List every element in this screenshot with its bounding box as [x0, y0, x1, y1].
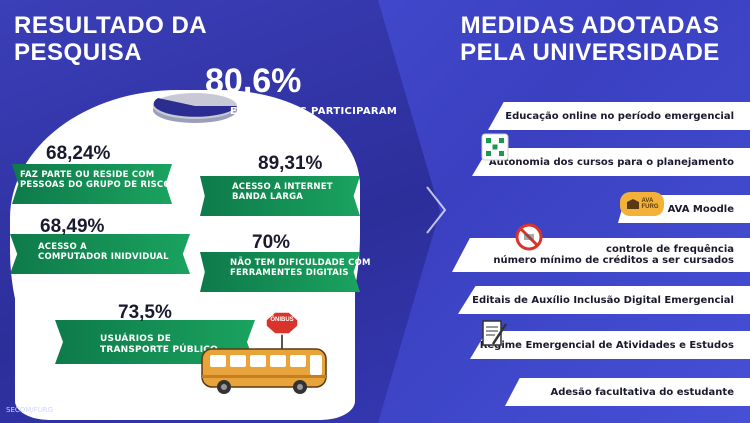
stat-label-line: PESSOAS DO GRUPO DE RISCO [20, 180, 171, 190]
stat-label-line: ACESSO A [38, 242, 87, 252]
ava-furg-logo: AVA FURG [620, 192, 664, 216]
stat-ribbon-risk-group [12, 164, 172, 204]
stat-label-computer: ACESSO A COMPUTADOR INIDVIDUAL [38, 242, 169, 262]
measure-label: Editais de Auxílio Inclusão Digital Emer… [472, 294, 734, 306]
measure-course-autonomy: Autonomia dos cursos para o planejamento [472, 148, 750, 176]
stat-label-line: USUÁRIOS DE [100, 334, 172, 344]
stat-label-line: TRANSPORTE PÚBLICO [100, 345, 218, 355]
stat-label-line: FAZ PARTE OU RESIDE COM [20, 170, 155, 180]
measure-label: AVA Moodle [667, 203, 734, 215]
stat-label-line: BANDA LARGA [232, 192, 304, 202]
bus-stop-sign-icon: ÔNIBUS [265, 311, 299, 357]
credit-text: SECOM/FURG [6, 406, 54, 414]
participation-percent: 80,6% [205, 62, 302, 100]
logo-text: FURG [641, 204, 659, 210]
prohibited-icon [515, 223, 543, 251]
ava-furg-logo-text: AVA FURG [642, 198, 659, 210]
stat-label-line: COMPUTADOR INIDVIDUAL [38, 252, 169, 262]
measure-label: Regime Emergencial de Atividades e Estud… [479, 339, 734, 351]
stat-label-broadband: ACESSO A INTERNET BANDA LARGA [232, 182, 333, 202]
chevron-right-icon [426, 186, 447, 234]
stat-percent-digital-tools: 70% [252, 232, 291, 253]
stat-label-public-transport: USUÁRIOS DE TRANSPORTE PÚBLICO [100, 334, 218, 356]
document-pen-icon [482, 320, 508, 346]
measure-label: Educação online no período emergencial [505, 110, 734, 122]
title-line-1: MEDIDAS ADOTADAS [460, 12, 720, 39]
measure-emergency-regime: Regime Emergencial de Atividades e Estud… [470, 331, 750, 359]
stat-label-line: FERRAMENTES DIGITAIS [230, 268, 349, 278]
measure-attendance-control: controle de frequência número mínimo de … [452, 238, 750, 272]
measure-digital-inclusion: Editais de Auxílio Inclusão Digital Emer… [458, 286, 750, 314]
measure-label: controle de frequência [606, 244, 734, 255]
survey-results-title: RESULTADO DA PESQUISA [14, 12, 207, 66]
stat-label-line: NÃO TEM DIFICULDADE COM [230, 258, 371, 268]
stat-percent-risk-group: 68,24% [46, 143, 111, 164]
bus-icon [201, 348, 327, 394]
participation-pie-icon [153, 93, 237, 123]
stat-ribbon-digital-tools [200, 252, 360, 292]
participation-label-line-2: DA PESQUISA [230, 118, 310, 129]
stat-label-digital-tools: NÃO TEM DIFICULDADE COM FERRAMENTES DIGI… [230, 258, 371, 278]
bus-stop-text: ÔNIBUS [270, 317, 294, 323]
stat-ribbon-broadband [200, 176, 360, 216]
participation-label: ESTUDANTES PARTICIPARAM DA PESQUISA [230, 106, 397, 130]
measure-online-education: Educação online no período emergencial [488, 102, 750, 130]
stat-percent-public-transport: 73,5% [118, 302, 172, 323]
measures-title: MEDIDAS ADOTADAS PELA UNIVERSIDADE [430, 12, 750, 66]
stat-label-risk-group: FAZ PARTE OU RESIDE COM PESSOAS DO GRUPO… [20, 170, 171, 190]
measure-optional-enrollment: Adesão facultativa do estudante [505, 378, 750, 406]
measure-label: Adesão facultativa do estudante [550, 386, 734, 398]
title-line-1: RESULTADO DA [14, 12, 208, 39]
measure-label: Autonomia dos cursos para o planejamento [488, 156, 734, 168]
logo-text: AVA [641, 198, 654, 204]
building-icon [626, 199, 639, 209]
stat-ribbon-computer [10, 234, 190, 274]
dice-icon [481, 133, 509, 161]
participation-label-line-1: ESTUDANTES PARTICIPARAM [230, 106, 398, 117]
measure-label: número mínimo de créditos a ser cursados [493, 255, 734, 266]
stat-label-line: ACESSO A INTERNET [232, 182, 333, 192]
stat-percent-broadband: 89,31% [258, 153, 323, 174]
title-line-2: PESQUISA [14, 39, 143, 66]
stat-percent-computer: 68,49% [40, 216, 105, 237]
title-line-2: PELA UNIVERSIDADE [460, 39, 720, 66]
